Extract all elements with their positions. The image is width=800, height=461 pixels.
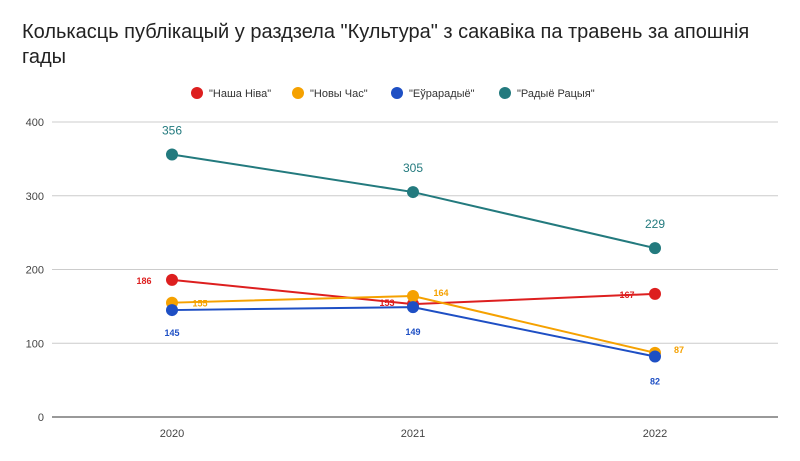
data-label: 149 <box>405 327 420 337</box>
legend-marker <box>391 87 403 99</box>
legend-label: "Еўрарадыё" <box>409 88 475 100</box>
legend-marker <box>191 87 203 99</box>
chart-title: Колькасць публікацый у раздзела "Культур… <box>22 21 750 68</box>
data-point <box>166 148 178 161</box>
data-point <box>649 287 661 300</box>
data-label: 356 <box>162 123 182 137</box>
y-tick-label: 100 <box>26 338 44 350</box>
data-point <box>649 350 661 363</box>
data-label: 82 <box>650 377 660 387</box>
data-labels: 186 153 167 155 164 87 145 149 82 356 305 229 <box>136 123 684 386</box>
data-point <box>407 290 419 303</box>
y-tick-label: 400 <box>26 117 44 129</box>
legend-label: "Наша Ніва" <box>209 88 271 100</box>
x-tick-label: 2021 <box>401 428 425 440</box>
data-label: 164 <box>433 288 448 298</box>
y-tick-label: 200 <box>26 265 44 277</box>
data-point <box>166 273 178 286</box>
data-point <box>649 242 661 255</box>
x-tick-label: 2020 <box>160 428 184 440</box>
y-tick-label: 0 <box>38 412 44 424</box>
y-tick-label: 300 <box>26 191 44 203</box>
data-label: 229 <box>645 217 665 231</box>
data-label: 167 <box>619 290 634 300</box>
axes: 0 100 200 300 400 2020 2021 2022 <box>26 117 778 440</box>
legend: "Наша Ніва" "Новы Час" "Еўрарадыё" "Радыё Р… <box>191 87 595 100</box>
data-label: 305 <box>403 161 423 175</box>
x-tick-label: 2022 <box>643 428 667 440</box>
legend-marker <box>499 87 511 99</box>
legend-marker <box>292 87 304 99</box>
data-point <box>407 186 419 199</box>
data-label: 153 <box>379 298 394 308</box>
data-label: 87 <box>674 345 684 355</box>
data-point <box>166 304 178 317</box>
data-point <box>407 301 419 314</box>
data-label: 186 <box>136 276 151 286</box>
series <box>166 148 661 363</box>
data-label: 145 <box>164 328 179 338</box>
legend-label: "Радыё Рацыя" <box>517 88 595 100</box>
data-label: 155 <box>192 299 207 309</box>
legend-label: "Новы Час" <box>310 88 368 100</box>
